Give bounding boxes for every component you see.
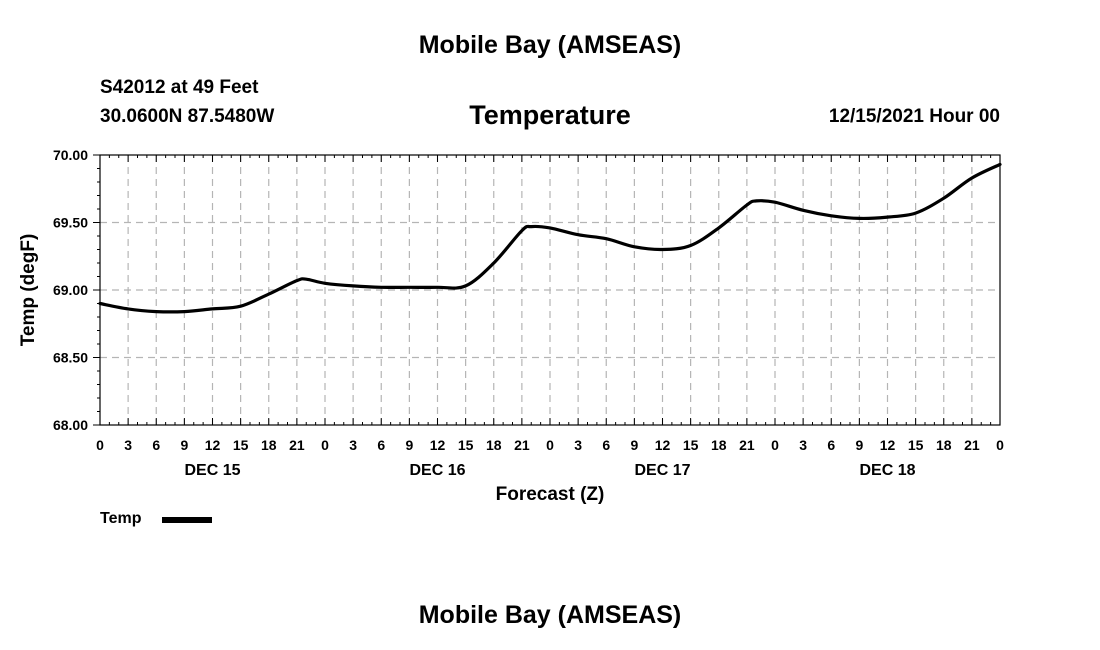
x-tick-label: 6 [152,437,160,453]
x-tick-label: 15 [683,437,699,453]
day-label: DEC 15 [184,462,240,479]
x-tick-label: 15 [908,437,924,453]
x-tick-label: 15 [233,437,249,453]
y-tick-label: 68.50 [53,350,88,366]
x-tick-label: 12 [655,437,671,453]
x-tick-label: 18 [261,437,277,453]
y-axis-title: Temp (degF) [18,234,39,347]
x-tick-label: 0 [96,437,104,453]
x-tick-label: 15 [458,437,474,453]
x-tick-label: 6 [377,437,385,453]
page-title: Mobile Bay (AMSEAS) [418,31,682,59]
y-tick-label: 68.00 [53,417,88,433]
x-tick-label: 0 [321,437,329,453]
x-tick-label: 21 [289,437,305,453]
x-tick-label: 3 [574,437,582,453]
x-tick-label: 3 [349,437,357,453]
x-tick-label: 21 [964,437,980,453]
x-tick-label: 21 [514,437,530,453]
x-axis-title: Forecast (Z) [496,484,605,505]
x-tick-label: 0 [996,437,1004,453]
station-label: S42012 at 49 Feet [100,77,259,98]
chart-series [98,162,1002,314]
x-tick-label: 18 [711,437,727,453]
legend-label-temp: Temp [100,510,142,527]
day-label: DEC 18 [859,462,915,479]
y-tick-label: 69.00 [53,282,88,298]
x-tick-label: 12 [880,437,896,453]
x-tick-label: 12 [430,437,446,453]
x-tick-label: 6 [602,437,610,453]
x-tick-label: 9 [630,437,638,453]
x-tick-label: 9 [180,437,188,453]
x-tick-label: 0 [771,437,779,453]
day-label: DEC 16 [409,462,465,479]
variable-title: Temperature [469,100,631,130]
plot-frame [99,154,1001,426]
series-line-temp [98,162,1002,314]
x-tick-label: 0 [546,437,554,453]
station-coords: 30.0600N 87.5480W [100,106,275,127]
x-tick-label: 18 [936,437,952,453]
day-label: DEC 17 [634,462,690,479]
y-tick-label: 69.50 [53,215,88,231]
chart-grid [100,155,1000,425]
y-tick-label: 70.00 [53,147,88,163]
x-tick-label: 21 [739,437,755,453]
x-tick-label: 12 [205,437,221,453]
forecast-run-time: 12/15/2021 Hour 00 [828,106,1000,127]
chart-labels: 0 3 6 9 12 15 18 21 0 3 6 9 12 15 18 21 0 3 6 9 12 15 18 21 0 3 6 9… [53,147,1004,479]
footer-title: Mobile Bay (AMSEAS) [418,601,682,629]
x-tick-label: 9 [405,437,413,453]
x-tick-label: 18 [486,437,502,453]
x-tick-label: 3 [799,437,807,453]
legend-swatch-temp [162,517,212,523]
x-tick-label: 9 [855,437,863,453]
x-tick-label: 3 [124,437,132,453]
x-tick-label: 6 [827,437,835,453]
